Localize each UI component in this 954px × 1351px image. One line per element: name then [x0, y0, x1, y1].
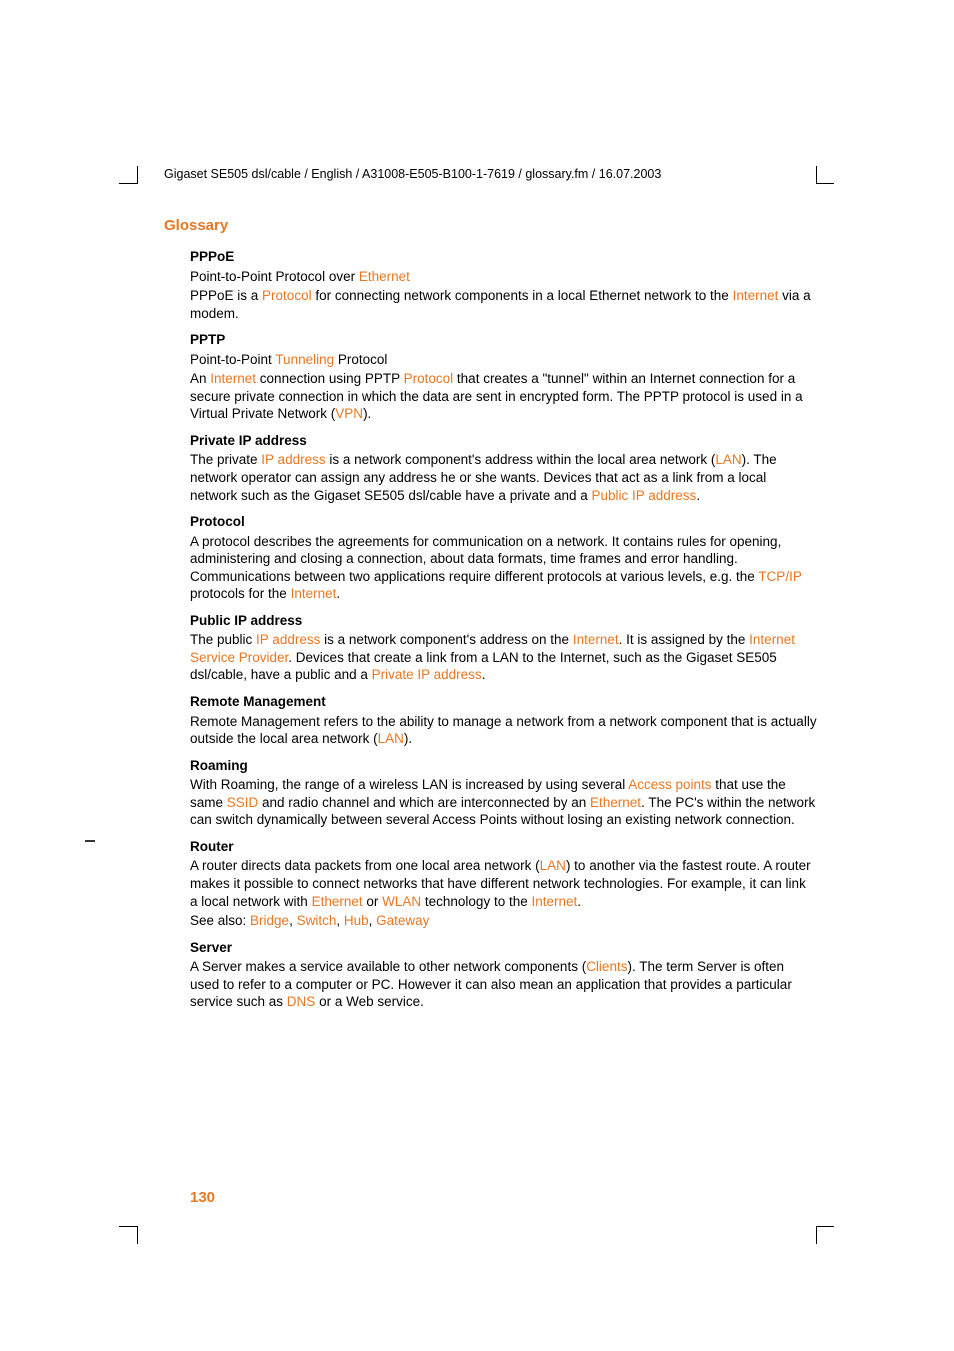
text: ).: [404, 731, 412, 746]
link-lan[interactable]: LAN: [540, 858, 566, 873]
crop-mark: [137, 166, 138, 184]
link-internet[interactable]: Internet: [573, 632, 619, 647]
desc-server: A Server makes a service available to ot…: [190, 958, 817, 1011]
link-clients[interactable]: Clients: [586, 959, 627, 974]
text: .: [577, 894, 581, 909]
link-lan[interactable]: LAN: [715, 452, 741, 467]
text: ).: [363, 406, 371, 421]
desc-router-2: See also: Bridge, Switch, Hub, Gateway: [190, 912, 817, 930]
page-number: 130: [190, 1189, 215, 1206]
link-internet[interactable]: Internet: [210, 371, 256, 386]
desc-roaming: With Roaming, the range of a wireless LA…: [190, 776, 817, 829]
term-server: Server: [190, 939, 817, 957]
link-dns[interactable]: DNS: [287, 994, 316, 1009]
term-remote-management: Remote Management: [190, 693, 817, 711]
text: ,: [289, 913, 297, 928]
link-gateway[interactable]: Gateway: [376, 913, 429, 928]
text: An: [190, 371, 210, 386]
link-tcpip[interactable]: TCP/IP: [758, 569, 801, 584]
term-public-ip: Public IP address: [190, 612, 817, 630]
link-lan[interactable]: LAN: [378, 731, 404, 746]
term-roaming: Roaming: [190, 757, 817, 775]
link-bridge[interactable]: Bridge: [250, 913, 289, 928]
text: or a Web service.: [315, 994, 424, 1009]
crop-mark: [816, 166, 817, 184]
text: With Roaming, the range of a wireless LA…: [190, 777, 628, 792]
term-router: Router: [190, 838, 817, 856]
link-private-ip[interactable]: Private IP address: [372, 667, 482, 682]
term-pptp: PPTP: [190, 331, 817, 349]
link-internet[interactable]: Internet: [733, 288, 779, 303]
term-pppoe: PPPoE: [190, 248, 817, 266]
text: Remote Management refers to the ability …: [190, 714, 817, 747]
crop-mark: [137, 1226, 138, 1244]
link-ethernet[interactable]: Ethernet: [590, 795, 641, 810]
text: protocols for the: [190, 586, 291, 601]
link-hub[interactable]: Hub: [344, 913, 369, 928]
crop-mark: [119, 183, 137, 184]
text: .: [336, 586, 340, 601]
text: .: [482, 667, 486, 682]
link-ip-address[interactable]: IP address: [261, 452, 325, 467]
link-protocol[interactable]: Protocol: [262, 288, 312, 303]
crop-mark: [85, 840, 95, 842]
text: . It is assigned by the: [619, 632, 750, 647]
link-wlan[interactable]: WLAN: [382, 894, 421, 909]
crop-mark: [119, 1226, 137, 1227]
link-protocol[interactable]: Protocol: [404, 371, 454, 386]
link-access-points[interactable]: Access points: [628, 777, 711, 792]
text: Protocol: [334, 352, 387, 367]
text: is a network component's address on the: [320, 632, 572, 647]
crop-mark: [816, 183, 834, 184]
desc-pppoe-1: Point-to-Point Protocol over Ethernet: [190, 268, 817, 286]
desc-pptp-2: An Internet connection using PPTP Protoc…: [190, 370, 817, 423]
text: A protocol describes the agreements for …: [190, 534, 781, 584]
text: and radio channel and which are intercon…: [258, 795, 590, 810]
header-path: Gigaset SE505 dsl/cable / English / A310…: [164, 167, 661, 181]
desc-public-ip: The public IP address is a network compo…: [190, 631, 817, 684]
section-title: Glossary: [164, 217, 228, 234]
text: ,: [336, 913, 344, 928]
term-private-ip: Private IP address: [190, 432, 817, 450]
text: Point-to-Point: [190, 352, 275, 367]
desc-private-ip: The private IP address is a network comp…: [190, 451, 817, 504]
link-switch[interactable]: Switch: [297, 913, 337, 928]
link-ssid[interactable]: SSID: [227, 795, 259, 810]
link-ethernet[interactable]: Ethernet: [359, 269, 410, 284]
crop-mark: [816, 1226, 834, 1227]
desc-pptp-1: Point-to-Point Tunneling Protocol: [190, 351, 817, 369]
link-tunneling[interactable]: Tunneling: [275, 352, 334, 367]
text: See also:: [190, 913, 250, 928]
text: .: [696, 488, 700, 503]
link-vpn[interactable]: VPN: [335, 406, 363, 421]
desc-pppoe-2: PPPoE is a Protocol for connecting netwo…: [190, 287, 817, 322]
text: technology to the: [421, 894, 531, 909]
text: Point-to-Point Protocol over: [190, 269, 359, 284]
link-ip-address[interactable]: IP address: [256, 632, 320, 647]
glossary-content: PPPoE Point-to-Point Protocol over Ether…: [190, 248, 817, 1011]
text: or: [363, 894, 383, 909]
term-protocol: Protocol: [190, 513, 817, 531]
text: The private: [190, 452, 261, 467]
text: A router directs data packets from one l…: [190, 858, 540, 873]
text: is a network component's address within …: [326, 452, 716, 467]
text: The public: [190, 632, 256, 647]
desc-remote-management: Remote Management refers to the ability …: [190, 713, 817, 748]
desc-router-1: A router directs data packets from one l…: [190, 857, 817, 910]
crop-mark: [816, 1226, 817, 1244]
text: connection using PPTP: [256, 371, 404, 386]
link-internet[interactable]: Internet: [531, 894, 577, 909]
link-public-ip[interactable]: Public IP address: [592, 488, 697, 503]
text: PPPoE is a: [190, 288, 262, 303]
text: for connecting network components in a l…: [312, 288, 733, 303]
text: A Server makes a service available to ot…: [190, 959, 586, 974]
link-ethernet[interactable]: Ethernet: [312, 894, 363, 909]
desc-protocol: A protocol describes the agreements for …: [190, 533, 817, 603]
link-internet[interactable]: Internet: [291, 586, 337, 601]
